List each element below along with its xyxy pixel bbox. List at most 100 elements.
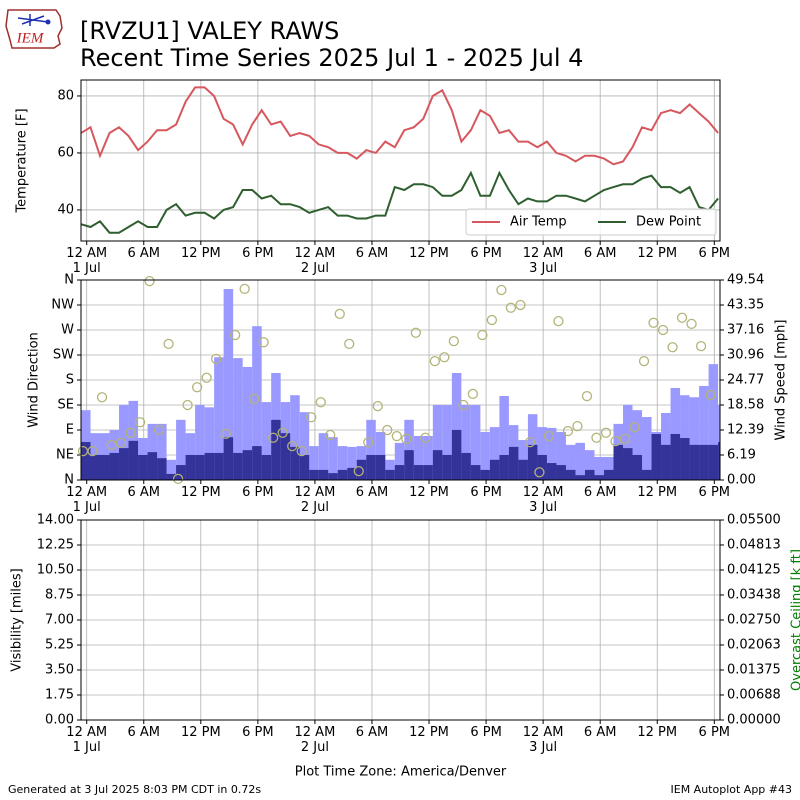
point [296, 445, 307, 457]
chart-subtitle: Recent Time Series 2025 Jul 1 - 2025 Jul… [80, 44, 583, 72]
footer-right: IEM Autoplot App #43 [671, 783, 793, 796]
y-tick-label: 14.00 [37, 513, 74, 528]
point [524, 437, 536, 448]
point [553, 315, 564, 327]
bar [661, 444, 671, 480]
point [439, 352, 450, 363]
y-tick-label: 10.50 [37, 563, 74, 578]
point [705, 389, 716, 401]
bar [233, 358, 243, 480]
bar [404, 419, 414, 480]
x-tick-label: 6 AM [355, 725, 389, 740]
bar [432, 404, 443, 480]
bar [318, 433, 329, 480]
bar [699, 385, 709, 480]
point [325, 429, 336, 441]
x-tick-label: 12 PM [180, 485, 221, 500]
y-tick-label: 40 [57, 202, 74, 217]
bar [356, 459, 367, 480]
bar [233, 452, 243, 480]
bar [271, 419, 281, 480]
point [467, 388, 479, 400]
bar [290, 446, 300, 480]
bar [442, 404, 452, 480]
logo-lines [17, 14, 49, 26]
bar [214, 452, 224, 480]
point [534, 467, 545, 478]
point [268, 432, 279, 443]
bar [556, 465, 566, 480]
bar [642, 417, 652, 480]
bar [119, 404, 129, 480]
bar [670, 387, 681, 480]
bar [451, 373, 462, 480]
logo: IEM [5, 9, 63, 49]
bar [128, 400, 139, 480]
point [676, 312, 688, 323]
y2-axis-label: Wind Speed [mph] [774, 320, 789, 441]
point [581, 390, 593, 402]
bar [394, 465, 405, 480]
bar [442, 454, 452, 480]
bar [565, 469, 576, 480]
bar [689, 444, 700, 480]
bar [337, 469, 348, 480]
point [363, 437, 374, 448]
bar [404, 450, 414, 480]
y-tick-label: 8.75 [45, 588, 74, 603]
x-tick-label: 6 PM [470, 246, 502, 261]
bar [100, 454, 110, 480]
bar [157, 458, 167, 480]
bar [185, 454, 196, 480]
bar [261, 454, 272, 480]
bar [461, 404, 471, 480]
bar [613, 444, 624, 480]
bar [90, 454, 101, 480]
y2-tick-label: 49.54 [727, 273, 764, 288]
y-tick-label: E [66, 423, 74, 438]
bar [594, 475, 604, 480]
point [391, 430, 402, 442]
point [562, 425, 574, 437]
bar [603, 469, 614, 480]
bar [623, 448, 633, 480]
bar [423, 435, 433, 480]
bar [603, 456, 614, 480]
bar [328, 473, 338, 480]
x-tick-label: 6 PM [698, 485, 731, 500]
point [153, 424, 165, 436]
bar [680, 438, 690, 480]
y-tick-label: N [64, 273, 74, 288]
point [591, 432, 602, 443]
bar [413, 465, 424, 480]
bar [527, 444, 538, 480]
point [334, 308, 345, 320]
y-tick-label: S [66, 373, 74, 388]
point [572, 420, 583, 432]
point [420, 432, 431, 443]
bar [556, 431, 566, 480]
point [648, 317, 659, 328]
x-tick-label: 12 AM 2 Jul [294, 725, 336, 755]
x-tick-label: 6 PM [470, 725, 502, 740]
x-tick-label: 6 AM [355, 485, 389, 500]
point [410, 327, 421, 338]
point [134, 417, 146, 428]
bar [109, 452, 120, 480]
y-tick-label: 3.50 [45, 663, 74, 678]
point [306, 412, 317, 423]
x-tick-label: 12 AM 2 Jul [294, 485, 336, 515]
y2-tick-label: 0.02063 [727, 637, 781, 652]
bar [214, 357, 224, 480]
bar [680, 395, 690, 480]
y2-tick-label: 0.00 [727, 473, 756, 488]
point [144, 275, 155, 287]
y2-tick-label: 0.03438 [727, 587, 781, 602]
bar [195, 454, 205, 480]
point [344, 338, 355, 350]
bar [480, 469, 490, 480]
plot-area [81, 289, 720, 480]
x-tick-label: 12 PM [409, 485, 449, 500]
y2-tick-label: 0.02750 [727, 613, 781, 628]
